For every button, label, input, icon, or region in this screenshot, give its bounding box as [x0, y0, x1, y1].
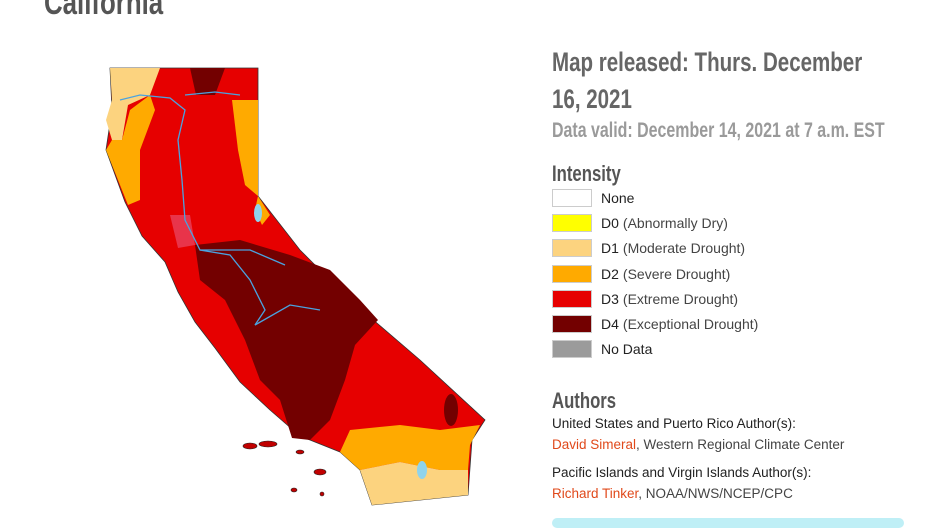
legend-code: No Data	[601, 341, 653, 358]
d2-north-coast	[106, 95, 155, 205]
legend-item: D0 (Abnormally Dry)	[552, 213, 728, 233]
banner-edge	[552, 518, 904, 528]
salton-sea	[417, 461, 427, 479]
legend-label: (Abnormally Dry)	[622, 215, 728, 232]
legend-label: (Severe Drought)	[622, 265, 731, 282]
legend-code: D0	[601, 215, 619, 232]
legend-code: D1	[601, 240, 619, 257]
legend-swatch	[552, 340, 592, 359]
author-name[interactable]: David Simeral	[552, 437, 637, 452]
authors-title: Authors	[552, 388, 617, 413]
d4-desert	[444, 394, 458, 426]
legend-item: None	[552, 188, 638, 208]
legend-swatch	[552, 264, 592, 283]
author-name[interactable]: Richard Tinker	[552, 486, 639, 501]
d4-north	[190, 68, 225, 95]
legend-swatch	[552, 239, 592, 258]
islands	[242, 440, 327, 497]
author-line: David Simeral, Western Regional Climate …	[552, 437, 844, 452]
legend-swatch	[552, 315, 592, 333]
legend-code: D3	[601, 290, 619, 307]
d1-top	[115, 68, 150, 88]
legend-label: (Moderate Drought)	[622, 240, 746, 257]
rivers	[119, 91, 321, 326]
author-line: Richard Tinker, NOAA/NWS/NCEP/CPC	[552, 486, 793, 501]
legend-item: D1 (Moderate Drought)	[552, 238, 745, 258]
legend-code: None	[601, 190, 635, 206]
legend-label: (Exceptional Drought)	[622, 316, 759, 332]
bay-pink	[170, 215, 195, 248]
legend-swatch	[552, 189, 592, 207]
data-valid: Data valid: December 14, 2021 at 7 a.m. …	[552, 119, 885, 142]
author-heading: Pacific Islands and Virgin Islands Autho…	[552, 465, 812, 480]
page-title: California	[44, 0, 164, 22]
d2-northeast	[232, 100, 258, 196]
legend-title: Intensity	[552, 161, 621, 186]
legend-swatch	[552, 214, 592, 233]
legend-item: D4 (Exceptional Drought)	[552, 314, 758, 334]
legend-item: D2 (Severe Drought)	[552, 264, 730, 284]
author-affiliation: , NOAA/NWS/NCEP/CPC	[638, 486, 793, 501]
map-released: Map released: Thurs. December 16, 2021	[552, 47, 863, 114]
legend-code: D2	[601, 265, 619, 282]
author-heading: United States and Puerto Rico Author(s):	[552, 416, 796, 431]
d2-south	[340, 425, 480, 470]
author-affiliation: , Western Regional Climate Center	[636, 437, 845, 452]
d1-northwest	[106, 68, 160, 140]
d1-south	[360, 462, 468, 505]
legend-item: D3 (Extreme Drought)	[552, 289, 738, 309]
legend-item: No Data	[552, 339, 656, 359]
drought-map	[105, 67, 486, 506]
legend-code: D4	[601, 316, 619, 332]
tahoe	[254, 204, 262, 222]
legend-swatch	[552, 289, 592, 308]
d4-valley	[195, 240, 378, 440]
legend-label: (Extreme Drought)	[622, 290, 739, 307]
